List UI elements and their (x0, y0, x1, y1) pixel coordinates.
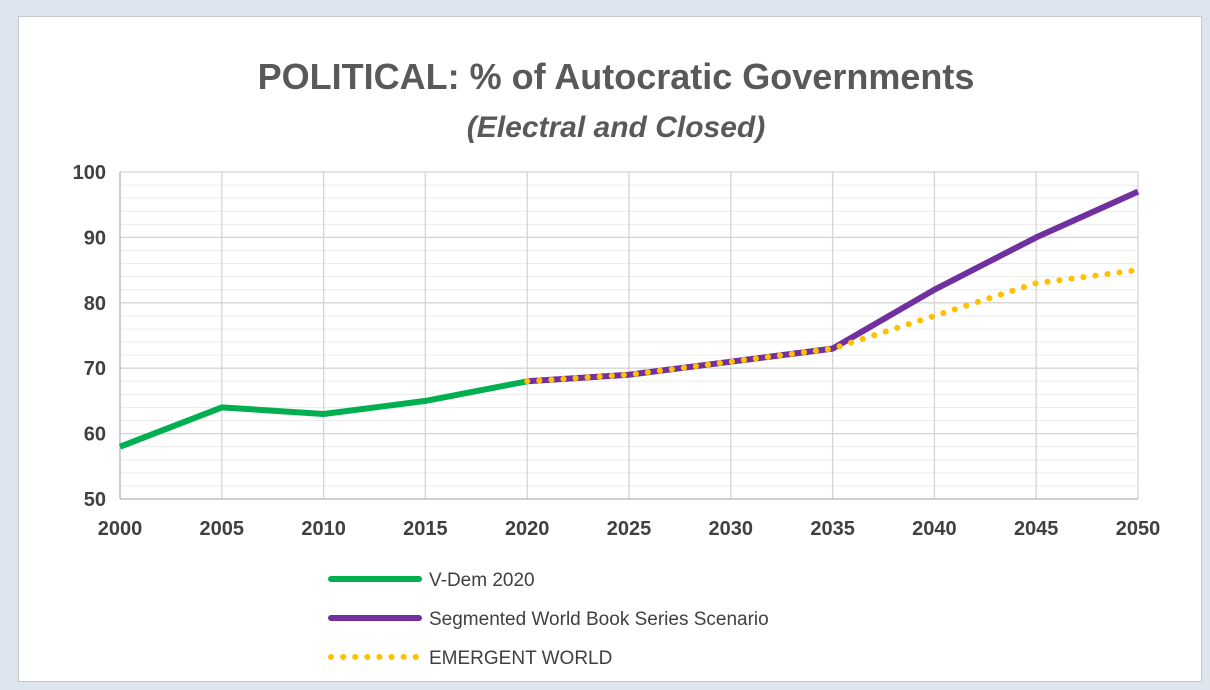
tick-labels: 50 60 70 80 90 100 2000 2005 2010 2015 2020 2025 203… (73, 162, 1161, 540)
gridlines (120, 171, 1139, 499)
line-chart: POLITICAL: % of Autocratic Governments (… (73, 56, 1161, 669)
x-tick-label: 2020 (505, 518, 550, 540)
series-line-3 (524, 267, 1141, 385)
x-tick-label: 2045 (1014, 518, 1059, 540)
y-tick-label: 90 (84, 227, 106, 249)
legend: V-Dem 2020 Segmented World Book Series Sc… (328, 570, 769, 669)
series-line-1 (118, 378, 528, 450)
y-tick-label: 80 (84, 293, 106, 315)
x-tick-label: 2000 (98, 518, 143, 540)
y-tick-label: 50 (84, 489, 106, 511)
legend-label-1: V-Dem 2020 (429, 570, 535, 591)
x-tick-label: 2050 (1116, 518, 1161, 540)
series-line-2 (527, 188, 1140, 385)
x-tick-label: 2025 (607, 518, 652, 540)
y-tick-label: 70 (84, 358, 106, 380)
legend-label-3: EMERGENT WORLD (429, 648, 612, 669)
x-tick-label: 2010 (301, 518, 346, 540)
chart-frame: POLITICAL: % of Autocratic Governments (… (18, 16, 1202, 682)
x-tick-label: 2030 (709, 518, 754, 540)
legend-label-2: Segmented World Book Series Scenario (429, 609, 769, 630)
x-tick-label: 2015 (403, 518, 448, 540)
x-tick-label: 2035 (810, 518, 855, 540)
series-lines (118, 188, 1141, 450)
chart-subtitle: (Electral and Closed) (467, 111, 765, 144)
x-tick-label: 2040 (912, 518, 957, 540)
y-tick-label: 60 (84, 424, 106, 446)
x-tick-label: 2005 (200, 518, 245, 540)
chart-title: POLITICAL: % of Autocratic Governments (258, 56, 975, 97)
y-tick-label: 100 (73, 162, 106, 184)
